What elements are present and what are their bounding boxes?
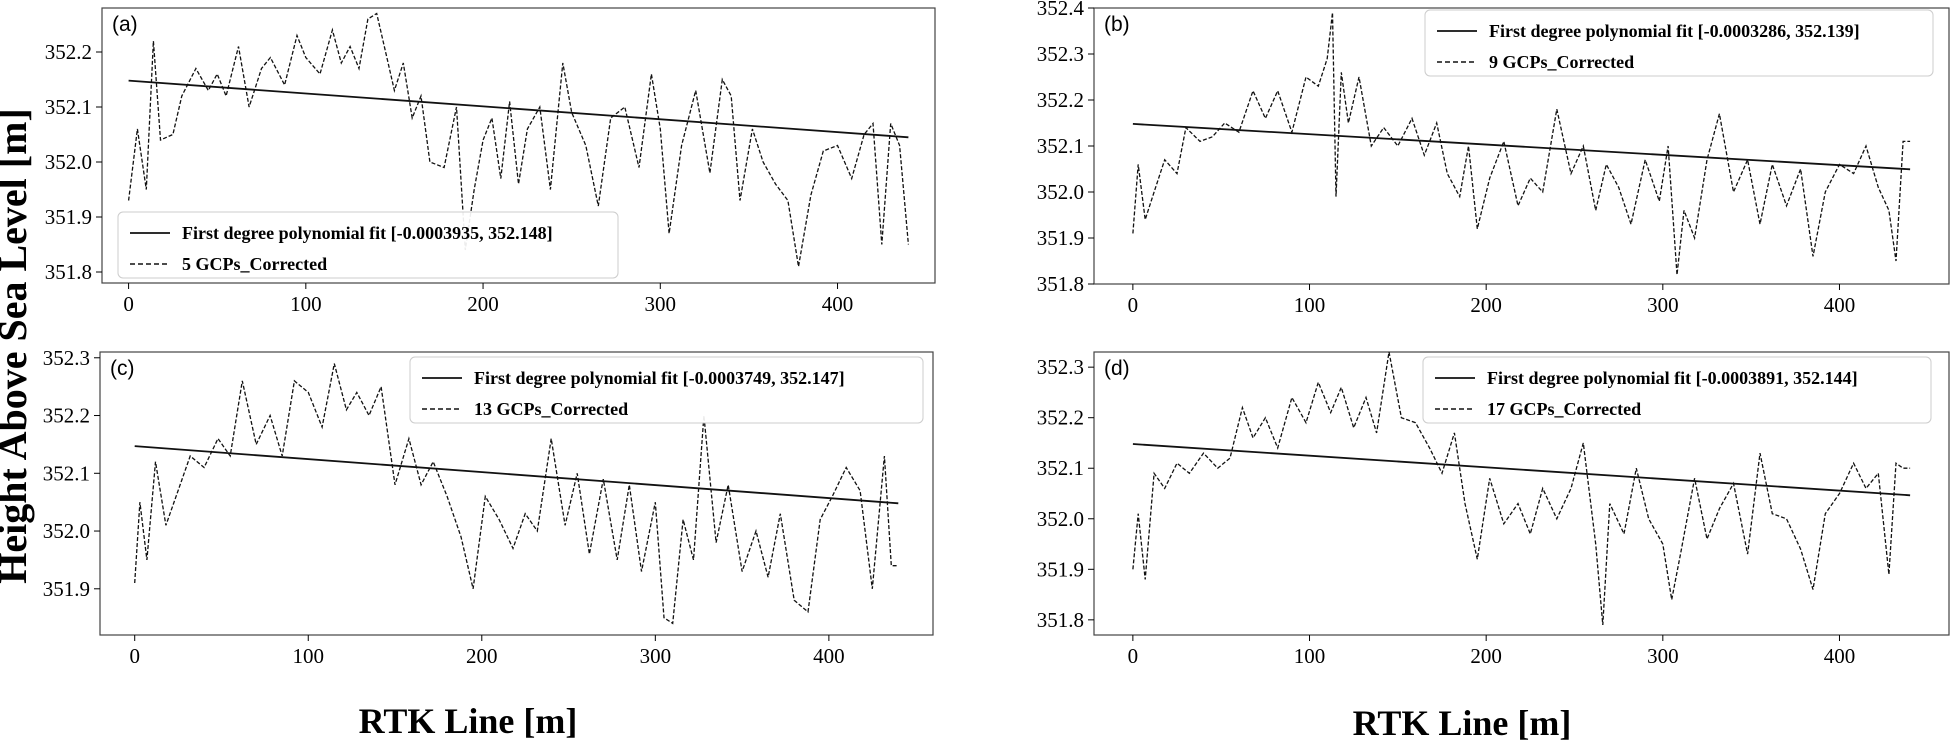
chart-panel-4: 0 100 200 300 400 351.8 351.9 352.0 352.1 352.2 35…: [1037, 351, 1950, 668]
legend-box: [1424, 9, 1934, 77]
x-tick-label: 200: [467, 292, 499, 316]
y-tick-label: 352.3: [1037, 42, 1084, 66]
x-tick-label: 400: [813, 644, 845, 668]
panel-label: (c): [110, 357, 135, 380]
y-tick-label: 351.9: [1037, 226, 1084, 250]
y-tick-label: 351.9: [45, 205, 92, 229]
y-tick-label: 352.4: [1037, 0, 1085, 20]
y-tick-label: 351.8: [1037, 272, 1084, 296]
x-tick-label: 100: [1294, 644, 1326, 668]
x-tick-label: 400: [822, 292, 854, 316]
y-tick-label: 352.1: [45, 95, 92, 119]
legend: First degree polynomial fit [-0.0003891,…: [1422, 356, 1932, 424]
chart-panel-3: 0 100 200 300 400 351.9 352.0 352.1 352.2 352.3 (c…: [43, 346, 934, 668]
y-tick-label: 352.0: [45, 150, 92, 174]
y-tick-label: 352.1: [1037, 456, 1084, 480]
x-tick-label: 300: [640, 644, 672, 668]
panel-label: (d): [1104, 357, 1130, 380]
y-tick-label: 352.1: [1037, 134, 1084, 158]
x-tick-label: 100: [290, 292, 322, 316]
x-axis-title-left: RTK Line [m]: [359, 701, 578, 741]
legend-entry: 5 GCPs_Corrected: [182, 254, 327, 274]
y-axis-title: Height Above Sea Level [m]: [0, 108, 35, 584]
corrected-series-line: [1132, 12, 1911, 275]
y-tick-label: 352.0: [1037, 180, 1084, 204]
y-tick-label: 352.2: [45, 40, 92, 64]
plot-frame: [101, 7, 936, 284]
polynomial-fit-line: [1132, 123, 1911, 171]
legend-entry: 13 GCPs_Corrected: [474, 399, 628, 419]
legend-box: [1422, 356, 1932, 424]
y-tick-label: 351.8: [1037, 608, 1084, 632]
y-tick-label: 352.2: [43, 404, 90, 428]
polynomial-fit-line: [134, 445, 899, 505]
legend-entry: First degree polynomial fit [-0.0003935,…: [182, 223, 553, 243]
legend-box: [117, 211, 619, 279]
y-tick-label: 351.9: [1037, 557, 1084, 581]
polynomial-fit-line: [1132, 443, 1911, 497]
x-tick-label: 300: [1647, 644, 1679, 668]
legend-entry: First degree polynomial fit [-0.0003749,…: [474, 368, 845, 388]
legend-entry: 17 GCPs_Corrected: [1487, 399, 1641, 419]
y-tick-label: 351.9: [43, 577, 90, 601]
y-tick-label: 352.0: [43, 519, 90, 543]
x-axis-title-right: RTK Line [m]: [1353, 703, 1572, 743]
x-tick-label: 200: [1470, 644, 1502, 668]
x-tick-label: 100: [1294, 293, 1326, 317]
legend-box: [409, 356, 924, 424]
x-tick-label: 0: [1128, 644, 1139, 668]
legend-entry: First degree polynomial fit [-0.0003891,…: [1487, 368, 1858, 388]
y-tick-label: 352.0: [1037, 507, 1084, 531]
plot-frame: [99, 351, 934, 636]
x-tick-label: 0: [129, 644, 140, 668]
chart-panels: 0 100 200 300 400 351.8 351.9 352.0 352.1 352.2 (a…: [43, 0, 1950, 668]
x-tick-label: 0: [123, 292, 134, 316]
y-tick-label: 352.1: [43, 461, 90, 485]
plot-frame: [1093, 351, 1950, 636]
legend: First degree polynomial fit [-0.0003286,…: [1424, 9, 1934, 77]
legend-entry: First degree polynomial fit [-0.0003286,…: [1489, 21, 1860, 41]
corrected-series-line: [1132, 351, 1911, 625]
x-tick-label: 400: [1824, 644, 1856, 668]
polynomial-fit-line: [128, 79, 909, 139]
chart-panel-1: 0 100 200 300 400 351.8 351.9 352.0 352.1 352.2 (a…: [45, 7, 936, 316]
chart-panel-2: 0 100 200 300 400 351.8 351.9 352.0 352.1 352.2 35…: [1037, 0, 1950, 317]
x-tick-label: 200: [466, 644, 498, 668]
y-tick-label: 351.8: [45, 260, 92, 284]
y-tick-label: 352.3: [1037, 355, 1084, 379]
x-tick-label: 300: [1647, 293, 1679, 317]
legend-entry: 9 GCPs_Corrected: [1489, 52, 1634, 72]
panel-label: (a): [112, 13, 138, 36]
corrected-series-line: [134, 363, 899, 625]
panel-label: (b): [1104, 13, 1130, 36]
x-tick-label: 0: [1128, 293, 1139, 317]
y-tick-label: 352.2: [1037, 406, 1084, 430]
x-tick-label: 200: [1470, 293, 1502, 317]
legend: First degree polynomial fit [-0.0003935,…: [117, 211, 619, 279]
legend: First degree polynomial fit [-0.0003749,…: [409, 356, 924, 424]
corrected-series-line: [127, 12, 910, 267]
y-tick-label: 352.3: [43, 346, 90, 370]
x-tick-label: 100: [293, 644, 325, 668]
x-tick-label: 300: [645, 292, 677, 316]
y-tick-label: 352.2: [1037, 88, 1084, 112]
x-tick-label: 400: [1824, 293, 1856, 317]
